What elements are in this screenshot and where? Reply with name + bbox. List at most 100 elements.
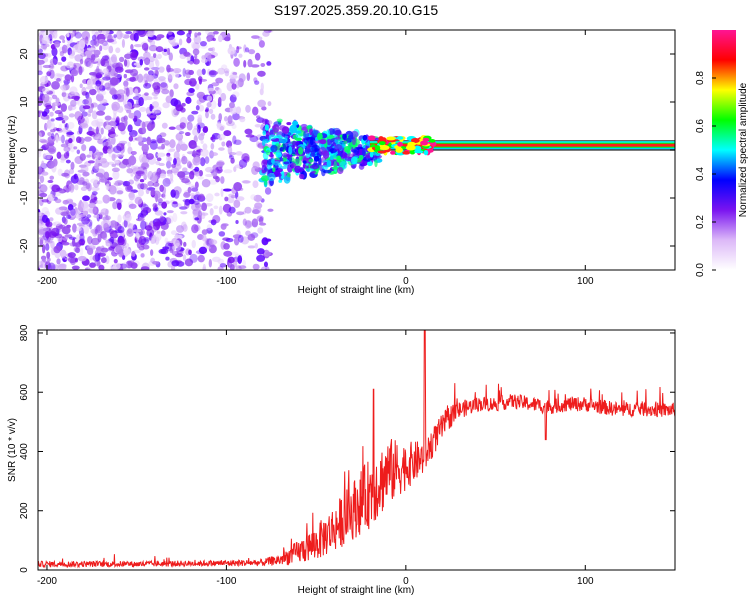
noise-blob (134, 196, 143, 205)
noise-blob (47, 145, 57, 155)
noise-blob (182, 224, 188, 232)
noise-blob (39, 184, 48, 193)
noise-blob (81, 216, 90, 225)
noise-blob (180, 143, 188, 152)
noise-blob (251, 218, 259, 228)
cluster-blob (350, 156, 358, 165)
noise-blob (55, 134, 59, 143)
colorbar-tick-label: 0.8 (695, 71, 706, 85)
noise-blob (140, 209, 149, 216)
colorbar-tick-label: 0.6 (695, 119, 706, 133)
noise-blob (173, 239, 180, 247)
noise-blob (70, 174, 79, 184)
noise-blob (61, 119, 66, 124)
noise-blob (223, 169, 233, 174)
noise-blob (201, 68, 206, 75)
noise-blob (52, 30, 58, 39)
noise-blob (108, 45, 114, 54)
noise-blob (201, 234, 207, 242)
noise-blob (256, 215, 264, 222)
noise-blob (38, 165, 43, 175)
cluster-blob (292, 140, 297, 146)
noise-blob (125, 87, 130, 97)
noise-blob (204, 109, 209, 113)
noise-blob (48, 33, 55, 40)
noise-blob (253, 194, 263, 202)
noise-blob (229, 264, 235, 270)
noise-blob (180, 211, 188, 215)
noise-blob (79, 83, 83, 89)
noise-blob (68, 113, 75, 118)
cluster-blob (351, 137, 356, 146)
noise-blob (81, 144, 87, 152)
noise-blob (201, 229, 208, 236)
noise-blob (81, 30, 91, 40)
noise-blob (205, 173, 214, 178)
noise-blob (66, 43, 70, 48)
noise-blob (38, 138, 47, 143)
noise-blob (128, 191, 135, 201)
noise-blob (235, 106, 242, 115)
snr-y-axis-label: SNR (10 * v/v) (7, 418, 18, 482)
cluster-blob (319, 139, 327, 145)
noise-blob (41, 171, 49, 176)
noise-blob (89, 72, 97, 76)
noise-blob (257, 99, 266, 108)
cluster-blob (353, 146, 360, 155)
noise-blob (77, 255, 87, 262)
noise-blob (138, 235, 147, 246)
noise-blob (245, 230, 251, 237)
carrier-blob (410, 138, 420, 144)
noise-blob (113, 258, 118, 264)
noise-blob (254, 202, 263, 210)
noise-blob (151, 109, 158, 115)
noise-blob (113, 34, 117, 38)
carrier-blob (397, 141, 403, 147)
noise-blob (48, 64, 54, 69)
carrier-blob (386, 136, 396, 141)
noise-blob (133, 32, 139, 42)
noise-blob (191, 144, 198, 148)
noise-blob (146, 136, 151, 146)
noise-blob (95, 200, 103, 205)
noise-blob (188, 87, 195, 93)
noise-blob (45, 43, 50, 48)
noise-blob (254, 124, 262, 128)
cluster-blob (282, 152, 288, 158)
noise-blob (235, 219, 239, 224)
noise-blob (97, 233, 102, 243)
noise-blob (172, 212, 178, 223)
noise-blob (62, 85, 66, 94)
noise-blob (71, 265, 80, 270)
noise-blob (62, 236, 69, 241)
noise-blob (74, 54, 84, 62)
noise-blob (68, 54, 75, 59)
noise-blob (108, 56, 118, 66)
noise-blob (86, 96, 93, 106)
noise-blob (127, 260, 135, 267)
noise-blob (170, 189, 177, 198)
noise-blob (144, 80, 148, 87)
noise-blob (38, 132, 42, 140)
colorbar-tick-label: 0.2 (695, 215, 706, 229)
noise-blob (39, 175, 45, 183)
noise-blob (217, 34, 223, 43)
noise-blob (88, 88, 97, 96)
noise-blob (157, 137, 166, 144)
figure-title: S197.2025.359.20.10.G15 (274, 2, 438, 18)
noise-blob (252, 263, 260, 270)
noise-blob (109, 133, 119, 138)
cluster-blob (275, 152, 282, 158)
noise-blob (195, 105, 200, 111)
noise-blob (184, 258, 194, 267)
noise-blob (186, 55, 191, 62)
noise-blob (198, 76, 203, 82)
noise-blob (47, 179, 54, 184)
noise-blob (250, 194, 257, 201)
noise-blob (126, 109, 132, 114)
noise-blob (127, 141, 131, 148)
noise-blob (218, 113, 223, 122)
noise-blob (102, 231, 108, 241)
noise-blob (182, 67, 186, 77)
noise-blob (162, 177, 171, 187)
